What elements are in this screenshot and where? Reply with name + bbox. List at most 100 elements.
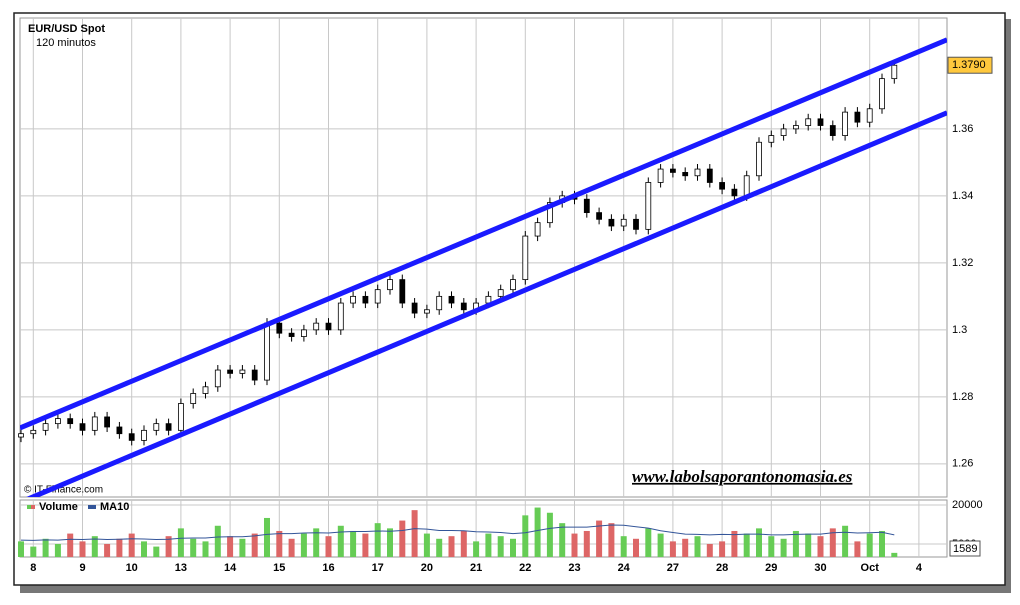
candle-body — [743, 175, 750, 197]
candle-body — [436, 295, 443, 311]
x-tick-label: 10 — [126, 562, 138, 574]
candle-body — [387, 279, 393, 291]
volume-bar — [227, 536, 234, 557]
y-tick-label: 1.28 — [952, 391, 973, 403]
volume-bar — [374, 523, 381, 557]
last-volume-label: 1589 — [953, 543, 977, 555]
volume-bar — [596, 520, 603, 557]
volume-bar — [719, 541, 726, 557]
candle-body — [460, 302, 467, 311]
volume-bar — [67, 533, 74, 557]
candle-body — [510, 279, 516, 291]
candle-body — [104, 416, 110, 428]
x-tick-label: 15 — [273, 562, 285, 574]
candle-body — [411, 302, 418, 314]
volume-bar — [485, 533, 492, 557]
x-tick-label: 16 — [322, 562, 334, 574]
x-tick-label: 21 — [470, 562, 482, 574]
last-price-label: 1.3790 — [952, 59, 986, 71]
volume-bar — [337, 525, 344, 557]
candle-body — [313, 322, 320, 331]
candle-body — [583, 198, 590, 214]
volume-bar — [177, 528, 184, 557]
volume-bar — [350, 530, 357, 557]
x-tick-label: 4 — [916, 562, 923, 574]
candle-body — [879, 78, 885, 110]
chart-subtitle: 120 minutos — [36, 37, 96, 49]
legend-swatch — [88, 505, 96, 509]
volume-bar — [202, 541, 209, 557]
volume-bar — [522, 515, 529, 557]
candle-body — [288, 332, 295, 337]
volume-bar — [411, 510, 418, 557]
y-tick-label: 1.26 — [952, 458, 973, 470]
legend-label: MA10 — [100, 501, 129, 513]
volume-bar — [546, 512, 553, 557]
volume-pane — [19, 499, 948, 558]
volume-bar — [829, 528, 836, 557]
x-tick-label: 23 — [568, 562, 580, 574]
volume-bar — [620, 536, 627, 557]
candle-body — [780, 128, 787, 136]
candle-body — [153, 423, 160, 431]
candle-body — [350, 295, 357, 304]
volume-bar — [141, 541, 147, 557]
volume-bar — [854, 541, 861, 557]
candle-body — [768, 135, 775, 143]
candle-body — [657, 168, 664, 183]
volume-bar — [276, 530, 283, 557]
volume-bar — [264, 517, 270, 557]
x-tick-label: 20 — [421, 562, 433, 574]
volume-bar — [30, 546, 37, 557]
volume-bar — [165, 536, 172, 557]
volume-bar — [559, 523, 566, 557]
volume-bar — [460, 530, 467, 557]
candle-body — [337, 302, 344, 331]
x-tick-label: 8 — [30, 562, 36, 574]
volume-bar — [128, 533, 135, 557]
candle-body — [128, 433, 135, 441]
volume-bar — [842, 525, 849, 557]
last-price-box — [947, 56, 993, 74]
candle-body — [202, 386, 209, 394]
channels — [20, 37, 947, 497]
y-tick-label: 1.3 — [952, 324, 967, 336]
volume-bar — [423, 533, 430, 557]
candle-body — [829, 125, 836, 136]
candle-body — [891, 64, 898, 80]
x-tick-label: Oct — [861, 562, 880, 574]
volume-bar — [104, 543, 111, 557]
y-tick-label: 1.32 — [952, 257, 973, 269]
x-tick-label: 24 — [618, 562, 631, 574]
chart-title: EUR/USD Spot — [28, 23, 105, 35]
volume-bar — [300, 533, 307, 557]
candle-body — [251, 369, 258, 381]
candle-body — [67, 418, 74, 425]
y-tick-label: 20000 — [952, 499, 983, 511]
volume-bar — [510, 538, 516, 557]
volume-bar — [251, 533, 258, 557]
candle-body — [264, 322, 270, 381]
volume-bar — [706, 543, 713, 557]
volume-bar — [448, 536, 455, 557]
candle-body — [325, 322, 332, 331]
volume-bar — [694, 536, 701, 557]
x-tick-label: 28 — [716, 562, 728, 574]
volume-bar — [387, 528, 393, 557]
volume-bar — [817, 536, 824, 557]
volume-bar — [190, 538, 197, 557]
x-tick-label: 22 — [519, 562, 531, 574]
volume-bar — [756, 528, 762, 557]
volume-bar — [42, 538, 49, 557]
candle-body — [596, 212, 602, 220]
volume-bar — [633, 538, 639, 557]
volume-bar — [18, 541, 24, 557]
x-tick-label: 29 — [765, 562, 777, 574]
y-tick-label: 1.34 — [952, 190, 973, 202]
candle-body — [842, 111, 848, 136]
volume-bar — [669, 541, 676, 557]
candle-body — [645, 182, 652, 230]
ma-line — [20, 524, 895, 541]
credit: © IT-Finance.com — [24, 485, 103, 496]
candle-body — [706, 168, 713, 183]
